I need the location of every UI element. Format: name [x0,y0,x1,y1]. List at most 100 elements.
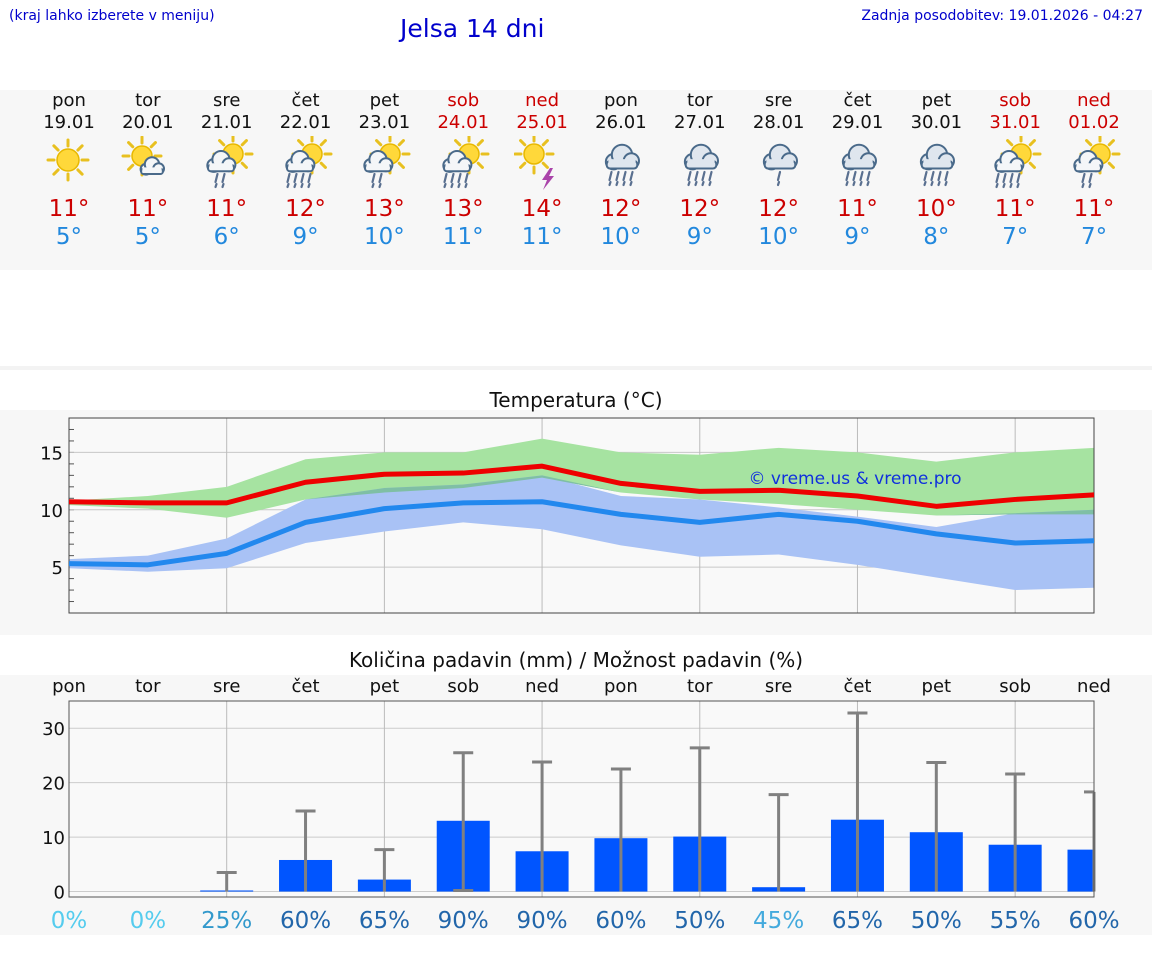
precip-probability: 90% [517,908,568,934]
weather-icon [284,136,333,189]
sun-thunder-icon [514,136,555,190]
x-tick-label: sre [213,676,240,697]
precipitation-chart: pon tor sre čet pet sob ned pon tor sre čet pet sob n… [42,676,1119,934]
day-date: 29.01 [831,112,884,133]
y-tick-label: 20 [42,774,65,795]
day-column: sre 28.01 12° 10° [740,90,818,251]
weather-icon [841,143,877,187]
x-tick-label: sob [447,676,479,697]
day-name: sre [764,90,793,111]
day-column: tor 27.01 12° 9° [661,90,739,251]
sun-cloud-heavy-rain-icon [994,136,1042,189]
day-column: pon 26.01 12° 10° [582,90,660,251]
day-date: 20.01 [122,112,174,133]
day-date: 26.01 [595,112,647,133]
min-temp-range-band [69,475,1094,591]
day-name: tor [135,90,161,111]
sun-cloud-rain-icon [206,136,254,189]
cloud-heavy-rain-icon [920,143,956,187]
temp-max: 11° [127,196,169,222]
temp-min: 11° [521,224,563,250]
x-tick-label: pet [922,676,952,697]
day-date: 28.01 [752,112,805,133]
temp-min: 7° [1002,224,1029,250]
day-name: čet [291,90,320,111]
precipitation-chart-title: Količina padavin (mm) / Možnost padavin … [348,648,804,672]
temp-min: 6° [213,224,240,250]
day-name: ned [1077,90,1111,111]
day-name: sob [999,90,1032,111]
cloud-rain-icon [762,143,798,187]
day-date: 22.01 [279,112,332,133]
temp-min: 5° [134,224,161,250]
day-date: 27.01 [674,112,726,133]
temp-max: 11° [1073,196,1115,222]
day-column: pet 30.01 10° 8° [897,90,975,251]
temp-max: 12° [679,196,721,222]
day-name: pet [921,90,952,111]
day-name: pet [369,90,400,111]
day-column: tor 20.01 11° 5° [109,90,187,251]
precip-probability: 0% [130,908,167,934]
temp-min: 9° [844,224,871,250]
day-name: pon [52,90,86,111]
temp-max: 13° [364,196,405,222]
temp-max: 12° [600,196,642,222]
precip-probability: 25% [201,908,252,934]
x-tick-label: pon [604,676,638,697]
temp-min: 10° [600,224,642,250]
day-date: 19.01 [43,112,95,133]
day-name: ned [525,90,560,111]
temp-max: 11° [994,196,1036,222]
weather-icon [363,136,411,189]
weather-icon [121,136,165,177]
x-tick-label: ned [525,676,559,697]
max-temp-line [68,463,1095,509]
precip-probability: 60% [280,908,331,934]
cloud-heavy-rain-icon [841,143,877,187]
weather-icon [994,136,1042,189]
precip-probability: 90% [438,908,489,934]
x-tick-label: čet [292,676,320,697]
day-column: sob 31.01 11° 7° [976,90,1054,251]
day-name: sre [212,90,241,111]
temp-max: 10° [915,196,957,222]
x-tick-label: tor [687,676,713,697]
precip-probability: 55% [990,908,1041,934]
precip-bar [1067,849,1094,892]
precip-probability: 45% [753,908,804,934]
y-tick-label: 10 [40,501,63,522]
x-tick-label: sob [999,676,1031,697]
day-column: ned 01.02 11° 7° [1055,90,1133,251]
precip-probability: 65% [832,908,883,934]
temp-max: 11° [48,196,90,222]
region-menu-hint[interactable]: (kraj lahko izberete v meniju) [9,8,215,24]
weather-icon [683,143,719,187]
weather-icon [920,143,956,187]
sun-cloud-rain-icon [1073,136,1121,189]
weather-icon [442,136,490,189]
temperature-chart-title: Temperatura (°C) [489,388,663,412]
precip-probability: 60% [1068,908,1119,934]
temp-max: 11° [206,196,248,222]
cloud-heavy-rain-icon [604,143,640,187]
x-tick-label: ned [1077,676,1111,697]
day-name: pon [604,90,638,111]
precip-probability: 0% [51,908,88,934]
temp-max: 12° [285,196,326,222]
day-column: ned 25.01 14° 11° [503,90,581,251]
day-date: 25.01 [516,112,568,133]
precip-probability: 65% [359,908,410,934]
y-tick-label: 0 [54,883,65,904]
min-temp-line [68,499,1095,568]
day-date: 30.01 [910,112,963,133]
sun-cloud-heavy-rain-icon [284,136,333,189]
day-name: čet [843,90,872,111]
weather-icon [46,138,90,182]
day-column: sre 21.01 11° 6° [188,90,266,251]
x-tick-label: sre [765,676,792,697]
max-temp-range-band [69,438,1094,518]
temp-max: 14° [521,196,563,222]
temp-min: 11° [442,224,484,250]
day-column: čet 22.01 12° 9° [267,90,345,251]
